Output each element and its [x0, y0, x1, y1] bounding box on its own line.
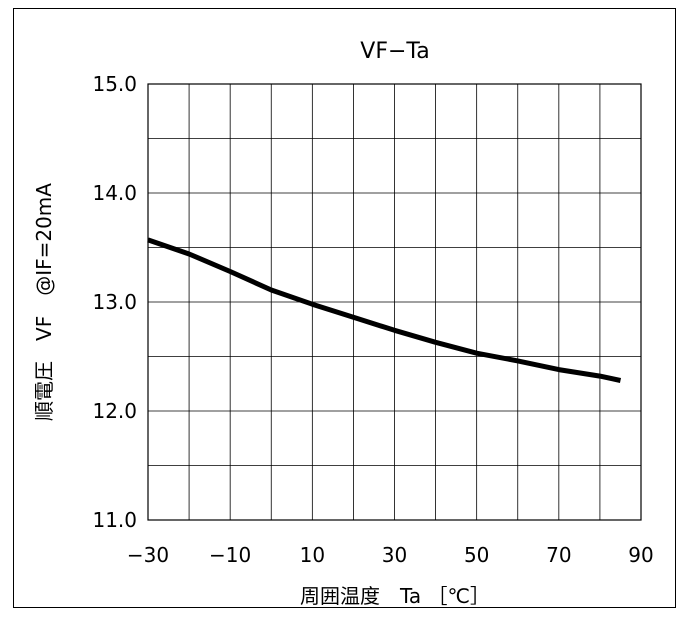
x-tick-label: −30: [127, 543, 169, 567]
y-tick-label: 15.0: [92, 72, 137, 96]
y-tick-label: 12.0: [92, 399, 137, 423]
x-axis-label: 周囲温度 Ta ［℃］: [300, 584, 490, 608]
series-layer: [147, 237, 622, 383]
x-tick-label: 50: [464, 543, 489, 567]
plot-area: [147, 83, 642, 521]
x-tick-label: −10: [209, 543, 251, 567]
grid-lines: [148, 84, 641, 520]
x-tick-label: 70: [546, 543, 571, 567]
chart-frame: [13, 8, 676, 608]
y-tick-label: 11.0: [92, 508, 137, 532]
y-axis-label: 順電圧 VF @IF=20mA: [32, 183, 56, 421]
chart-title: VF−Ta: [360, 39, 429, 64]
tick-labels: −30 −10 10 30 50 70 90 11.0 12.0 13.0 14.0 15.0: [92, 72, 653, 567]
y-tick-label: 13.0: [92, 290, 137, 314]
x-tick-label: 90: [628, 543, 653, 567]
x-tick-label: 10: [300, 543, 325, 567]
x-tick-label: 30: [382, 543, 407, 567]
series-line: [147, 237, 622, 383]
y-tick-label: 14.0: [92, 181, 137, 205]
